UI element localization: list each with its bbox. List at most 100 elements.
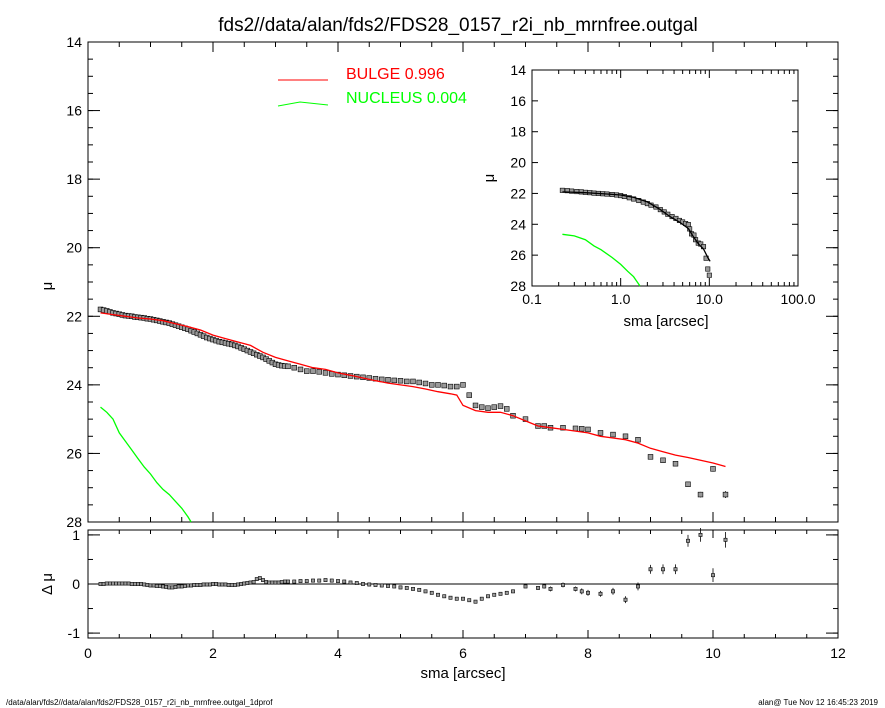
data-fill [263, 356, 269, 362]
residual-fill [467, 598, 471, 602]
data-fill [385, 377, 391, 383]
data-fill [560, 425, 566, 431]
data-fill [119, 312, 125, 318]
residual-fill [267, 580, 271, 585]
residual-fill [167, 585, 171, 590]
data-fill [226, 341, 232, 347]
data-fill [335, 372, 341, 377]
residual-point [257, 576, 262, 581]
residual-point [261, 578, 265, 582]
data-point [410, 378, 416, 385]
residual-fill [648, 567, 653, 571]
inset-data-point [693, 237, 699, 243]
data-fill [123, 313, 128, 318]
data-point [472, 402, 479, 409]
data-point [710, 466, 716, 472]
inset-plot-frame [531, 69, 799, 287]
residual-fill [208, 582, 212, 587]
data-fill [698, 492, 703, 497]
residual-point [348, 580, 353, 585]
residual-point [461, 596, 465, 601]
data-fill [204, 335, 210, 340]
data-point [460, 382, 466, 388]
data-fill [238, 345, 244, 351]
data-point [422, 380, 429, 387]
residual-point [548, 587, 553, 591]
data-fill [573, 426, 578, 431]
residual-point [317, 578, 322, 583]
residual-fill [436, 593, 440, 597]
residual-fill [283, 579, 287, 584]
data-point [435, 382, 441, 388]
residual-fill [277, 580, 281, 585]
residual-point [398, 585, 403, 590]
residual-fill [523, 584, 528, 589]
residual-point [661, 567, 665, 572]
inset-model-line [562, 191, 711, 262]
data-point [697, 491, 704, 498]
residual-fill [723, 538, 728, 542]
inset-nucleus-model-line [562, 233, 641, 287]
inset-data-fill [631, 196, 636, 202]
data-fill [269, 360, 275, 365]
nucleus-model-line [100, 406, 192, 523]
y-axis-label: μ [39, 282, 56, 291]
residual-fill [233, 583, 237, 587]
residual-fill [258, 576, 262, 580]
data-fill [229, 342, 235, 347]
data-fill [179, 324, 185, 330]
data-point [297, 366, 304, 373]
data-fill [448, 384, 453, 389]
legend-label-bulge: BULGE 0.996 [346, 66, 445, 83]
data-fill [223, 340, 228, 346]
residual-y-tick-label: -1 [68, 625, 81, 641]
chart-title: fds2//data/alan/fds2/FDS28_0157_r2i_nb_m… [218, 15, 698, 36]
data-fill [441, 383, 447, 388]
data-point [622, 433, 629, 439]
data-fill [460, 382, 466, 388]
inset-data-point [559, 187, 565, 193]
residual-fill [227, 583, 231, 587]
residual-fill [448, 596, 453, 600]
data-fill [323, 370, 328, 376]
data-fill [207, 336, 213, 341]
inset-data-fill [574, 189, 579, 194]
residual-fill [623, 598, 628, 602]
data-fill [276, 362, 282, 368]
residual-fill [192, 583, 196, 587]
data-point [397, 378, 404, 384]
residual-fill [145, 583, 149, 587]
residual-fill [486, 594, 490, 598]
residual-point [354, 581, 359, 585]
inset-data-point [653, 204, 659, 210]
residual-point [623, 597, 628, 602]
residual-fill [270, 580, 274, 585]
data-fill [232, 343, 238, 348]
residual-fill [698, 533, 703, 537]
data-fill [216, 339, 222, 345]
data-fill [166, 320, 172, 326]
inset-data-fill [687, 226, 692, 232]
data-fill [213, 338, 219, 344]
residual-point [404, 586, 409, 590]
data-fill [116, 311, 122, 317]
residual-fill [398, 585, 403, 590]
inset-data-point [706, 272, 712, 278]
residual-point [598, 591, 603, 596]
residual-fill [252, 580, 256, 584]
data-fill [310, 368, 316, 374]
residual-fill [611, 589, 615, 593]
residual-fill [430, 591, 434, 595]
residual-point [648, 567, 653, 572]
data-fill [723, 492, 728, 497]
y-tick-label: 24 [66, 377, 82, 393]
data-point [341, 372, 347, 378]
inset-y-tick-label: 24 [510, 216, 526, 232]
residual-fill [120, 581, 124, 586]
residual-fill [336, 579, 340, 583]
inset-x-tick-label: 0.1 [522, 291, 542, 307]
data-fill [360, 374, 366, 380]
data-fill [479, 404, 485, 410]
data-point [285, 363, 291, 370]
inset-y-axis-label: μ [481, 174, 498, 183]
